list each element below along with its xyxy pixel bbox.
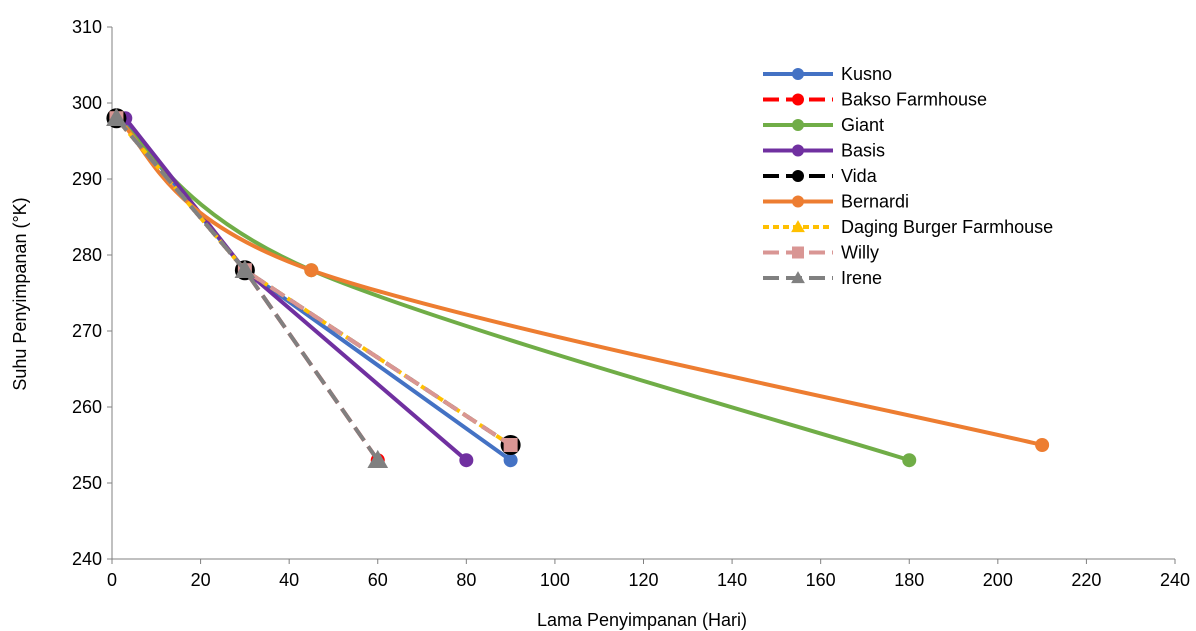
legend-item-bernardi: Bernardi	[763, 192, 909, 212]
legend-item-vida: Vida	[763, 166, 878, 186]
series-bernardi	[109, 111, 1050, 452]
legend-item-basis: Basis	[763, 141, 885, 161]
series-basis	[118, 111, 474, 468]
legend: Kusno Bakso Farmhouse Giant Basis Vida Bernar…	[763, 64, 1053, 288]
series-vida	[106, 108, 521, 455]
legend-item-bakso-farmhouse: Bakso Farmhouse	[763, 90, 987, 110]
x-tick-label: 120	[628, 570, 658, 590]
x-tick-label: 0	[107, 570, 117, 590]
legend-label: Vida	[841, 166, 878, 186]
y-tick-label: 260	[72, 397, 102, 417]
series-line-basis	[123, 116, 468, 462]
y-tick-label: 270	[72, 321, 102, 341]
series-line-daging-burger-farmhouse	[114, 116, 512, 447]
x-tick-label: 200	[983, 570, 1013, 590]
x-tick-label: 80	[456, 570, 476, 590]
legend-marker	[791, 271, 805, 284]
legend-marker	[792, 246, 804, 259]
y-tick-label: 300	[72, 93, 102, 113]
legend-label: Irene	[841, 268, 882, 288]
legend-marker	[792, 170, 804, 182]
y-tick-label: 290	[72, 169, 102, 189]
x-tick-label: 160	[806, 570, 836, 590]
legend-marker	[792, 119, 804, 131]
axes: 240 250 260 270 280 290 300 310 0 20 40 60 80 100 120 1…	[72, 17, 1190, 590]
series-daging-burger-farmhouse	[109, 111, 518, 451]
data-point	[234, 259, 256, 278]
x-tick-label: 100	[540, 570, 570, 590]
y-tick-label: 310	[72, 17, 102, 37]
data-point	[304, 263, 319, 278]
legend-item-giant: Giant	[763, 115, 884, 135]
data-point	[1035, 438, 1050, 452]
data-point	[503, 453, 518, 468]
legend-marker	[792, 93, 804, 106]
legend-item-kusno: Kusno	[763, 64, 892, 84]
y-tick-label: 250	[72, 473, 102, 493]
x-tick-label: 40	[279, 570, 299, 590]
legend-marker	[791, 220, 805, 233]
x-tick-label: 220	[1071, 570, 1101, 590]
x-axis-title: Lama Penyimpanan (Hari)	[537, 610, 747, 630]
legend-marker	[792, 144, 804, 157]
series-irene	[106, 107, 389, 468]
y-axis-title: Suhu Penyimpanan (°K)	[10, 197, 30, 390]
legend-label: Willy	[841, 243, 879, 263]
legend-label: Kusno	[841, 64, 892, 84]
data-point	[459, 453, 474, 468]
series-giant	[109, 111, 917, 468]
series-layer	[106, 107, 1050, 468]
x-tick-label: 240	[1160, 570, 1190, 590]
series-line-vida	[114, 116, 512, 447]
legend-label: Daging Burger Farmhouse	[841, 217, 1053, 237]
data-point	[367, 449, 389, 468]
data-point	[503, 438, 518, 452]
y-tick-label: 240	[72, 549, 102, 569]
x-tick-label: 180	[894, 570, 924, 590]
series-line-willy	[114, 116, 512, 447]
legend-label: Basis	[841, 141, 885, 161]
series-willy	[109, 111, 518, 452]
legend-item-irene: Irene	[763, 268, 882, 288]
legend-marker	[792, 195, 804, 208]
y-tick-label: 280	[72, 245, 102, 265]
legend-label: Bakso Farmhouse	[841, 90, 987, 110]
legend-label: Giant	[841, 115, 884, 135]
legend-label: Bernardi	[841, 192, 909, 212]
legend-marker	[792, 68, 804, 80]
x-tick-label: 20	[191, 570, 211, 590]
series-kusno	[113, 111, 518, 468]
series-line-bernardi	[115, 116, 1043, 447]
legend-item-daging-burger-farmhouse: Daging Burger Farmhouse	[763, 217, 1053, 237]
x-tick-label: 60	[368, 570, 388, 590]
x-tick-label: 140	[717, 570, 747, 590]
data-point	[106, 107, 127, 126]
data-point	[902, 453, 917, 468]
series-line-giant	[115, 116, 910, 463]
legend-item-willy: Willy	[763, 243, 879, 263]
